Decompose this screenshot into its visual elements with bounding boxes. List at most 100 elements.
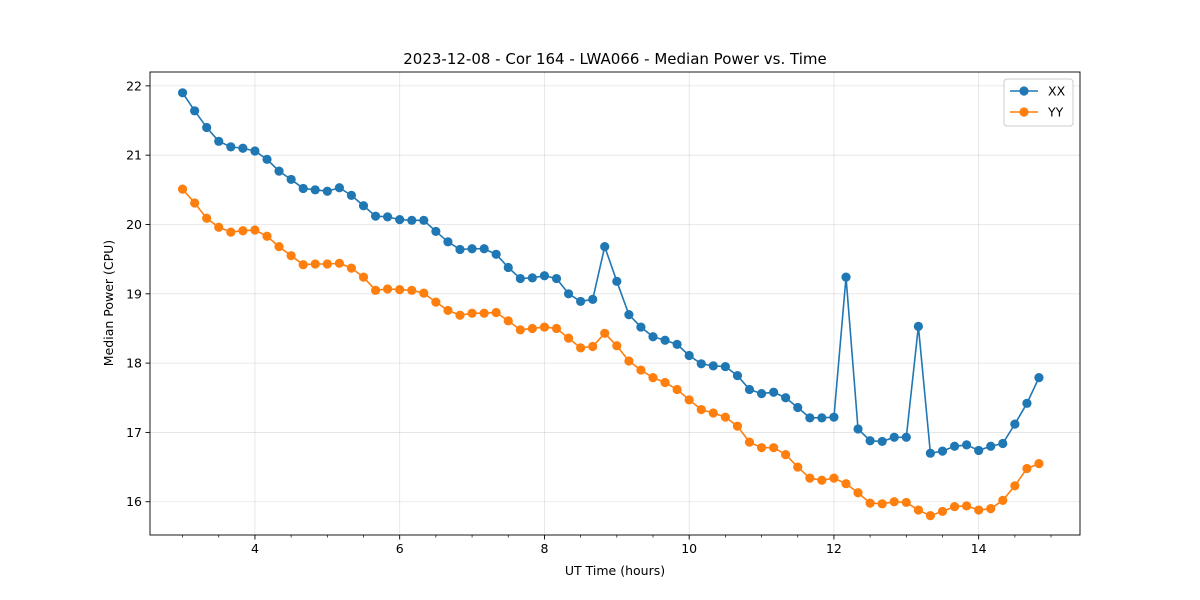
data-point-yy [732, 421, 743, 431]
data-point-yy [515, 325, 525, 335]
data-point-xx [274, 166, 284, 176]
legend: XX YY [1003, 78, 1074, 127]
data-point-yy [684, 395, 694, 405]
data-point-xx [1022, 398, 1032, 408]
data-point-yy [913, 505, 923, 515]
data-point-xx [346, 190, 357, 200]
y-tick-label: 18 [126, 356, 142, 371]
data-point-yy [238, 226, 248, 236]
data-point-yy [503, 316, 513, 326]
data-point-yy [334, 258, 344, 268]
data-point-xx [744, 384, 755, 395]
data-point-xx [925, 448, 936, 458]
data-point-yy [925, 510, 936, 521]
data-point-xx [527, 273, 537, 283]
data-point-xx [756, 389, 767, 399]
data-point-xx [949, 441, 960, 451]
data-point-xx [467, 244, 477, 254]
data-point-yy [744, 437, 755, 447]
data-point-yy [563, 333, 574, 343]
data-point-yy [1010, 481, 1020, 491]
data-point-yy [877, 499, 887, 509]
data-point-yy [636, 365, 646, 375]
data-point-yy [648, 373, 658, 383]
data-point-yy [901, 497, 911, 508]
data-point-xx [576, 296, 586, 307]
data-point-yy [346, 263, 357, 273]
data-point-xx [262, 154, 272, 164]
data-point-yy [841, 479, 851, 489]
data-point-yy [949, 501, 960, 512]
data-point-yy [202, 213, 212, 223]
data-point-xx [286, 174, 296, 185]
data-point-xx [732, 370, 743, 381]
plot-frame [149, 71, 1081, 536]
data-point-xx [443, 237, 453, 247]
data-point-xx [190, 106, 200, 116]
data-point-xx [660, 335, 670, 345]
data-point-xx [829, 412, 839, 422]
legend-label-yy: YY [1047, 105, 1064, 120]
data-point-yy [612, 341, 622, 351]
data-point-yy [1022, 463, 1032, 474]
data-point-yy [358, 272, 369, 282]
x-tick-label: 10 [681, 541, 697, 556]
data-point-xx [817, 413, 827, 423]
data-point-yy [527, 323, 537, 334]
data-point-xx [805, 413, 815, 423]
data-point-xx [913, 321, 923, 331]
x-tick-label: 4 [251, 541, 259, 556]
data-point-yy [431, 297, 441, 307]
data-point-xx [214, 136, 224, 146]
data-point-xx [889, 432, 899, 442]
data-point-xx [370, 211, 381, 221]
data-point-yy [853, 488, 863, 498]
data-point-xx [491, 249, 501, 259]
data-point-yy [817, 475, 827, 485]
data-point-xx [937, 446, 948, 456]
data-point-yy [756, 443, 767, 453]
data-point-yy [829, 473, 839, 483]
data-point-yy [805, 473, 815, 483]
data-series [177, 88, 1044, 521]
data-point-xx [781, 393, 791, 403]
data-point-xx [202, 122, 212, 133]
data-point-yy [986, 504, 996, 514]
data-point-xx [877, 436, 887, 447]
data-point-xx [793, 402, 803, 413]
y-tick-label: 17 [126, 425, 142, 440]
data-point-yy [600, 328, 610, 338]
x-tick-label: 14 [971, 541, 987, 556]
data-point-xx [563, 289, 574, 299]
data-point-yy [274, 242, 284, 252]
data-point-xx [865, 436, 875, 446]
y-tick-label: 16 [126, 494, 142, 509]
data-point-yy [467, 308, 477, 318]
data-point-yy [781, 450, 791, 460]
data-point-xx [238, 143, 248, 153]
data-point-yy [479, 308, 489, 318]
data-point-yy [696, 404, 706, 415]
legend-marker-yy [1019, 107, 1029, 117]
data-point-xx [974, 445, 984, 456]
x-tick-label: 12 [826, 541, 842, 556]
data-point-yy [310, 259, 320, 269]
data-point-xx [479, 244, 489, 254]
data-point-xx [672, 339, 682, 349]
data-point-xx [588, 294, 598, 304]
data-point-yy [262, 231, 272, 241]
data-point-yy [720, 412, 730, 422]
data-point-xx [407, 215, 417, 225]
data-point-yy [624, 356, 634, 366]
data-point-yy [551, 323, 562, 334]
data-point-yy [974, 505, 984, 515]
y-axis-label: Median Power (CPU) [101, 240, 116, 366]
data-point-yy [539, 322, 550, 332]
data-point-xx [998, 438, 1008, 449]
data-point-xx [358, 201, 369, 211]
data-point-xx [177, 88, 188, 98]
data-point-yy [286, 251, 296, 261]
data-point-xx [901, 432, 911, 442]
data-point-yy [298, 260, 308, 270]
